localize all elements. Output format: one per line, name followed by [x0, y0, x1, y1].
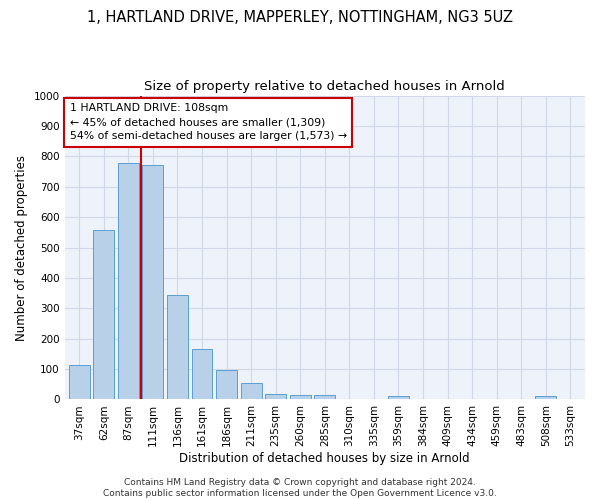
Bar	[191, 350, 212, 400]
Text: 1, HARTLAND DRIVE, MAPPERLEY, NOTTINGHAM, NG3 5UZ: 1, HARTLAND DRIVE, MAPPERLEY, NOTTINGHAM…	[87, 10, 513, 25]
Bar	[265, 394, 286, 400]
Text: 1 HARTLAND DRIVE: 108sqm
← 45% of detached houses are smaller (1,309)
54% of sem: 1 HARTLAND DRIVE: 108sqm ← 45% of detach…	[70, 103, 347, 141]
Bar	[167, 295, 188, 400]
Bar	[118, 162, 139, 400]
Title: Size of property relative to detached houses in Arnold: Size of property relative to detached ho…	[145, 80, 505, 93]
Bar	[142, 166, 163, 400]
Text: Contains HM Land Registry data © Crown copyright and database right 2024.
Contai: Contains HM Land Registry data © Crown c…	[103, 478, 497, 498]
Bar	[94, 230, 114, 400]
Y-axis label: Number of detached properties: Number of detached properties	[15, 154, 28, 340]
X-axis label: Distribution of detached houses by size in Arnold: Distribution of detached houses by size …	[179, 452, 470, 465]
Bar	[388, 396, 409, 400]
Bar	[290, 395, 311, 400]
Bar	[535, 396, 556, 400]
Bar	[69, 365, 90, 400]
Bar	[241, 382, 262, 400]
Bar	[216, 370, 237, 400]
Bar	[314, 395, 335, 400]
